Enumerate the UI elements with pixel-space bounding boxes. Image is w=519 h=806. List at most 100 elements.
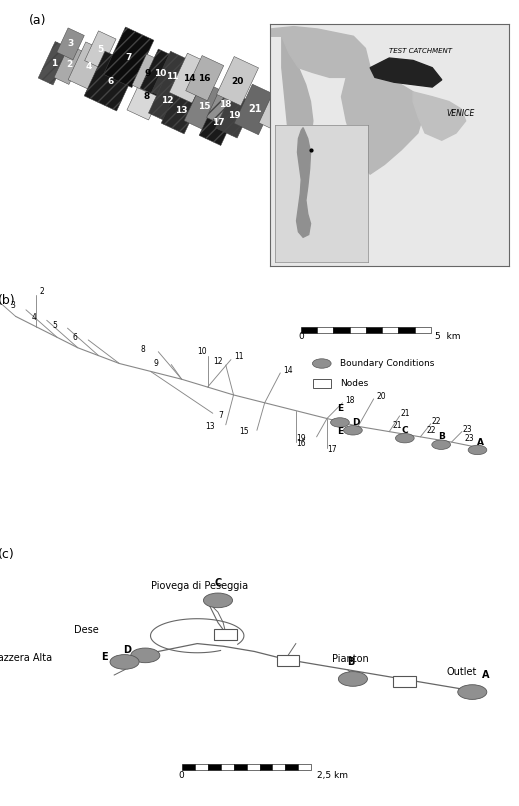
Polygon shape bbox=[207, 82, 244, 127]
Bar bbox=[399, 326, 415, 333]
Text: 22: 22 bbox=[426, 426, 435, 435]
Text: 1: 1 bbox=[51, 59, 57, 68]
Text: 20: 20 bbox=[231, 77, 244, 85]
Text: Pianton: Pianton bbox=[332, 654, 369, 664]
Text: 12: 12 bbox=[161, 96, 174, 105]
Bar bbox=[298, 764, 311, 770]
Polygon shape bbox=[199, 100, 237, 146]
Polygon shape bbox=[57, 28, 84, 60]
Text: C: C bbox=[214, 578, 222, 588]
Text: 10: 10 bbox=[154, 69, 166, 78]
Text: Boundary Conditions: Boundary Conditions bbox=[340, 359, 434, 368]
Polygon shape bbox=[152, 52, 192, 102]
Polygon shape bbox=[140, 49, 180, 98]
Text: 7: 7 bbox=[218, 411, 223, 421]
Bar bbox=[415, 326, 431, 333]
Circle shape bbox=[110, 654, 139, 669]
Text: 5: 5 bbox=[97, 45, 103, 54]
Bar bbox=[366, 326, 382, 333]
Text: 8: 8 bbox=[143, 92, 149, 101]
Polygon shape bbox=[282, 36, 313, 218]
Bar bbox=[301, 326, 317, 333]
Text: (b): (b) bbox=[0, 294, 15, 307]
Text: 21: 21 bbox=[249, 105, 262, 114]
Text: 3: 3 bbox=[67, 39, 74, 48]
Text: Bazzera Alta: Bazzera Alta bbox=[0, 653, 52, 663]
Text: E: E bbox=[337, 404, 343, 413]
Bar bbox=[334, 326, 350, 333]
Circle shape bbox=[131, 648, 160, 663]
Text: 20: 20 bbox=[377, 392, 386, 401]
Bar bbox=[195, 764, 208, 770]
Bar bbox=[247, 764, 260, 770]
Polygon shape bbox=[259, 88, 299, 134]
Bar bbox=[208, 764, 221, 770]
Circle shape bbox=[468, 445, 487, 455]
Text: 6: 6 bbox=[107, 77, 114, 85]
Bar bbox=[382, 326, 399, 333]
Polygon shape bbox=[169, 53, 210, 103]
Polygon shape bbox=[413, 92, 466, 140]
Text: 13: 13 bbox=[206, 422, 215, 430]
Polygon shape bbox=[283, 85, 326, 136]
Text: 9: 9 bbox=[145, 69, 151, 78]
Text: 3: 3 bbox=[10, 301, 16, 310]
Text: 15: 15 bbox=[239, 427, 249, 436]
Bar bbox=[272, 764, 285, 770]
Circle shape bbox=[331, 418, 349, 427]
Text: 2: 2 bbox=[39, 287, 44, 296]
Text: 16: 16 bbox=[198, 73, 211, 83]
Text: Piovega di Peseggia: Piovega di Peseggia bbox=[151, 581, 248, 591]
Polygon shape bbox=[103, 27, 154, 88]
Text: 0: 0 bbox=[298, 331, 304, 341]
Circle shape bbox=[338, 671, 367, 686]
Bar bbox=[317, 326, 334, 333]
Text: 23: 23 bbox=[465, 434, 474, 442]
Text: 15: 15 bbox=[198, 102, 211, 111]
Circle shape bbox=[458, 685, 487, 700]
Polygon shape bbox=[270, 27, 370, 77]
Polygon shape bbox=[54, 45, 84, 85]
Text: 18: 18 bbox=[220, 101, 232, 110]
Text: B: B bbox=[438, 432, 445, 442]
Text: 17: 17 bbox=[212, 118, 224, 127]
Polygon shape bbox=[84, 52, 138, 111]
Text: 11: 11 bbox=[166, 73, 178, 81]
Text: 9: 9 bbox=[153, 359, 158, 368]
Text: 18: 18 bbox=[346, 396, 355, 405]
Circle shape bbox=[432, 440, 450, 450]
Polygon shape bbox=[370, 58, 442, 87]
Text: 8: 8 bbox=[140, 345, 145, 354]
Text: 16: 16 bbox=[296, 439, 306, 448]
Text: A: A bbox=[476, 438, 484, 447]
Polygon shape bbox=[184, 81, 225, 131]
Circle shape bbox=[344, 426, 362, 435]
Text: D: D bbox=[352, 418, 359, 427]
Text: 19: 19 bbox=[296, 434, 306, 442]
Polygon shape bbox=[132, 54, 164, 93]
Text: 22: 22 bbox=[431, 418, 441, 426]
Circle shape bbox=[203, 593, 233, 608]
Text: 10: 10 bbox=[198, 347, 207, 356]
Text: TEST CATCHMENT: TEST CATCHMENT bbox=[389, 48, 452, 54]
Text: C: C bbox=[402, 426, 408, 434]
Text: E: E bbox=[102, 652, 108, 662]
Text: VENICE: VENICE bbox=[447, 109, 475, 118]
Text: 2,5 km: 2,5 km bbox=[317, 771, 348, 779]
Bar bbox=[182, 764, 195, 770]
Text: 13: 13 bbox=[174, 106, 187, 115]
Text: 23: 23 bbox=[462, 425, 472, 434]
Polygon shape bbox=[148, 78, 186, 123]
Text: (a): (a) bbox=[29, 14, 46, 27]
Polygon shape bbox=[85, 31, 116, 69]
Bar bbox=[214, 629, 237, 640]
Text: Outlet: Outlet bbox=[446, 667, 477, 677]
Polygon shape bbox=[68, 42, 109, 90]
Bar bbox=[260, 764, 272, 770]
Text: B: B bbox=[347, 657, 354, 667]
Text: 4: 4 bbox=[31, 314, 36, 322]
Text: 11: 11 bbox=[234, 352, 243, 361]
Text: A: A bbox=[482, 671, 489, 680]
Text: 22: 22 bbox=[272, 106, 286, 116]
Text: (c): (c) bbox=[0, 548, 14, 561]
